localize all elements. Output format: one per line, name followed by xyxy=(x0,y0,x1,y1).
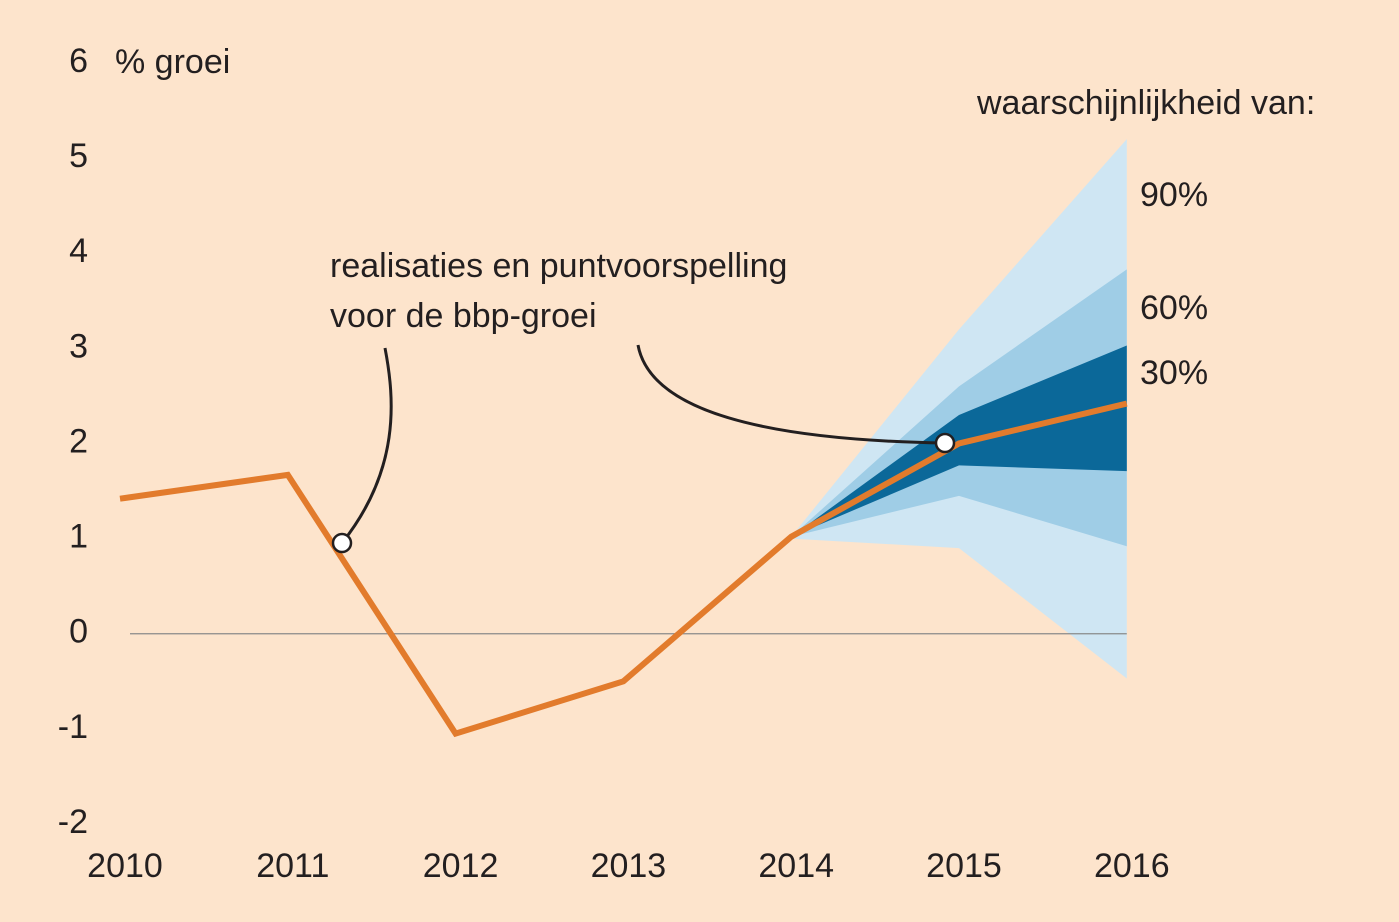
lines xyxy=(119,400,1128,738)
y-tick-label: 3 xyxy=(69,327,88,365)
y-tick-label: -1 xyxy=(58,708,88,746)
x-tick-label: 2012 xyxy=(423,847,499,885)
y-tick-label: -2 xyxy=(58,803,88,841)
y-axis-label: % groei xyxy=(115,43,230,81)
annotation-marker xyxy=(934,432,956,454)
annotation: voor de bbp-groei xyxy=(330,297,597,335)
x-tick-label: 2014 xyxy=(758,847,834,885)
band-label: 30% xyxy=(1140,354,1208,392)
y-tick-label: 0 xyxy=(69,613,88,651)
annotation: realisaties en puntvoorspelling xyxy=(330,247,787,285)
y-tick-label: 5 xyxy=(69,137,88,175)
x-tick-label: 2010 xyxy=(87,847,163,885)
series-line xyxy=(119,400,1128,738)
annotation-marker xyxy=(331,532,353,554)
x-tick-label: 2013 xyxy=(591,847,667,885)
y-tick-label: 2 xyxy=(69,422,88,460)
y-tick-label: 1 xyxy=(69,518,88,556)
annotation-connector xyxy=(636,344,946,445)
x-tick-label: 2015 xyxy=(926,847,1002,885)
legend-title: waarschijnlijkheid van: xyxy=(976,84,1315,122)
x-tick-label: 2011 xyxy=(256,847,329,885)
band-label: 60% xyxy=(1140,289,1208,327)
y-tick-label: 6 xyxy=(69,42,88,80)
y-tick-label: 4 xyxy=(69,232,88,270)
axis: -2 -1 0 1 2 3 4 5 6 2010 2011 2012 2013 2014 2015 2016 xyxy=(58,42,1170,885)
x-tick-label: 2016 xyxy=(1094,847,1170,885)
annotation-connector xyxy=(340,347,393,544)
band-label: 90% xyxy=(1140,176,1208,214)
